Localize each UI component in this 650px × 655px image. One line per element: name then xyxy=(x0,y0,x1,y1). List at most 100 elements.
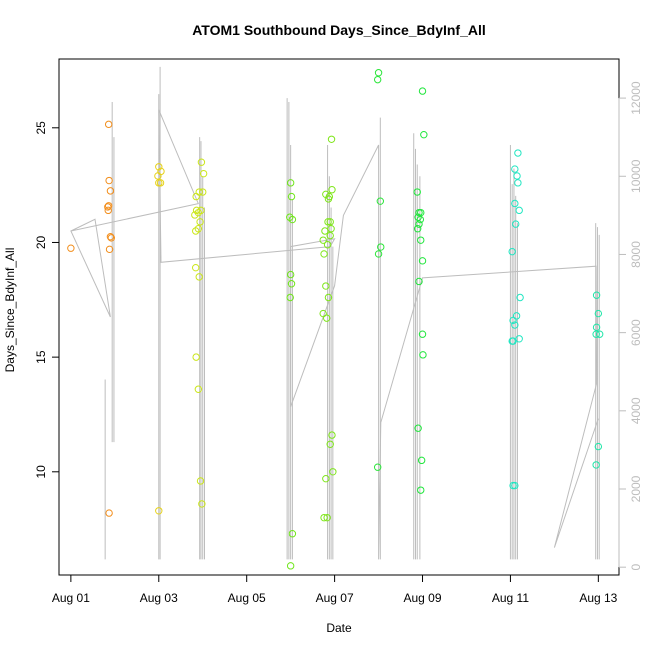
data-point xyxy=(319,236,327,244)
data-point xyxy=(417,236,425,244)
data-point xyxy=(195,273,203,281)
data-point xyxy=(322,282,330,290)
data-point xyxy=(512,220,520,228)
data-point xyxy=(511,199,519,208)
x-tick-label: Aug 11 xyxy=(492,591,529,605)
data-point xyxy=(326,218,334,226)
data-point xyxy=(418,257,427,265)
data-point xyxy=(417,456,426,465)
data-point xyxy=(514,179,522,187)
data-point xyxy=(191,211,199,219)
data-point xyxy=(508,247,516,256)
data-point xyxy=(104,203,112,211)
data-point xyxy=(197,206,205,215)
data-point xyxy=(287,280,296,288)
data-point xyxy=(413,188,421,196)
y2-tick-label: 2000 xyxy=(629,475,643,502)
data-point xyxy=(105,176,113,185)
data-point xyxy=(326,231,334,240)
data-point xyxy=(322,474,330,483)
data-point xyxy=(328,186,336,194)
y2-tick-label: 0 xyxy=(629,564,643,571)
data-point xyxy=(414,424,422,432)
data-point xyxy=(105,509,113,517)
data-point xyxy=(329,468,337,476)
data-point xyxy=(508,337,516,345)
y-tick-label: 15 xyxy=(34,350,48,364)
secondary-series xyxy=(70,66,600,560)
data-point xyxy=(196,477,205,485)
y-tick-label: 20 xyxy=(34,235,48,249)
data-point xyxy=(377,243,385,251)
chart-title: ATOM1 Southbound Days_Since_BdyInf_All xyxy=(192,22,486,38)
y2-tick-label: 10000 xyxy=(629,159,643,193)
data-point xyxy=(373,75,382,84)
data-point xyxy=(418,330,427,338)
data-point xyxy=(104,202,113,210)
data-point xyxy=(194,385,203,393)
data-point xyxy=(592,461,600,469)
data-point xyxy=(199,169,208,178)
y2-tick-label: 8000 xyxy=(629,241,643,268)
data-point xyxy=(286,562,295,570)
data-point xyxy=(106,187,115,195)
data-point xyxy=(104,120,113,129)
data-point xyxy=(511,481,519,490)
y-axis: 10 15 20 25 xyxy=(34,121,60,479)
data-point xyxy=(592,291,601,299)
data-point xyxy=(594,309,603,318)
data-point xyxy=(196,218,204,226)
data-point xyxy=(192,206,201,215)
data-point xyxy=(414,213,422,221)
data-point xyxy=(319,309,327,318)
x-tick-label: Aug 13 xyxy=(579,591,617,605)
data-point xyxy=(198,500,206,508)
data-point xyxy=(199,188,207,196)
data-point xyxy=(420,130,428,139)
data-point xyxy=(288,530,297,538)
y-tick-label: 10 xyxy=(34,465,48,479)
y2-axis: 0 2000 4000 6000 8000 10000 12000 xyxy=(618,81,643,571)
x-tick-label: Aug 05 xyxy=(228,591,266,605)
data-point xyxy=(323,241,332,249)
plot-frame xyxy=(58,58,620,576)
data-point xyxy=(67,244,75,252)
data-point xyxy=(155,163,163,171)
data-point xyxy=(515,206,523,215)
data-point xyxy=(516,293,524,302)
data-point xyxy=(192,192,200,201)
data-point xyxy=(322,314,331,322)
data-point xyxy=(192,263,200,272)
data-point xyxy=(328,431,336,439)
data-point xyxy=(326,440,334,448)
y-axis-label: Days_Since_BdyInf_All xyxy=(3,248,17,373)
data-point xyxy=(324,218,332,226)
data-point xyxy=(197,158,206,166)
x-tick-label: Aug 09 xyxy=(403,591,441,605)
data-point xyxy=(107,234,116,242)
data-point xyxy=(592,323,601,332)
data-point xyxy=(374,250,383,258)
data-point xyxy=(594,442,603,451)
data-point xyxy=(286,270,295,279)
data-point xyxy=(418,87,427,95)
data-point xyxy=(416,215,425,224)
data-point xyxy=(376,197,385,205)
data-point xyxy=(156,179,165,187)
data-point xyxy=(419,351,427,359)
data-point xyxy=(413,225,422,233)
data-point xyxy=(415,220,423,228)
data-point xyxy=(192,227,200,235)
data-point xyxy=(373,463,382,471)
x-axis-label: Date xyxy=(326,621,352,635)
data-point xyxy=(323,513,331,522)
data-point xyxy=(417,486,425,494)
data-points xyxy=(67,69,604,570)
data-point xyxy=(511,165,519,173)
data-point xyxy=(327,135,336,143)
y-tick-label: 25 xyxy=(34,121,48,135)
x-tick-label: Aug 07 xyxy=(316,591,354,605)
data-point xyxy=(592,330,600,338)
data-point xyxy=(320,513,328,522)
